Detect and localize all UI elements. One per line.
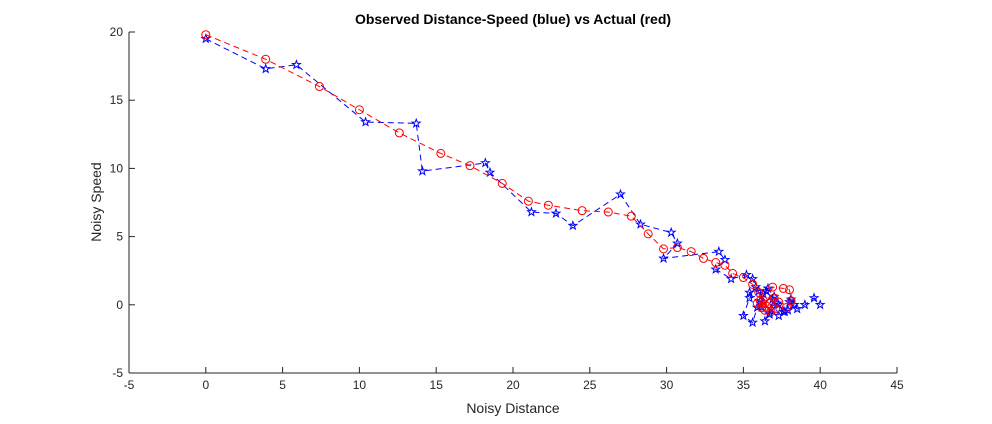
series-2-point: [672, 243, 682, 253]
series-2-point: [784, 285, 794, 295]
x-tick-label: 25: [583, 378, 597, 392]
series-2-point: [465, 161, 475, 171]
x-tick-label: 35: [737, 378, 751, 392]
series-1-point: [550, 207, 562, 219]
series-1-point: [671, 237, 683, 249]
series-1-point: [713, 245, 725, 257]
x-tick-label: 45: [890, 378, 904, 392]
series-2-point: [752, 298, 762, 308]
axes: -5 0 5 10 15 20 25 30 35 40 45 -5 0 5 10 15 20: [110, 25, 904, 392]
y-tick-label: 10: [110, 161, 124, 175]
series-1-point: [615, 188, 626, 199]
series-1-point: [808, 292, 820, 303]
series-2-point: [720, 260, 730, 270]
series-1-point: [759, 315, 771, 326]
series-1-point: [484, 166, 496, 178]
series-2-point: [354, 105, 364, 115]
series-1-point: [567, 219, 579, 231]
series-2-line: [205, 34, 792, 313]
series-1-point: [479, 157, 491, 168]
series-1-point: [526, 206, 537, 217]
series-2-point: [778, 283, 788, 293]
series-1-point: [799, 299, 811, 310]
series-1-point: [764, 308, 775, 319]
series-2-point: [201, 30, 211, 40]
x-tick-label: 5: [279, 378, 286, 392]
series-2-point: [523, 196, 533, 206]
series-2-point: [760, 305, 770, 315]
series-2-point: [755, 296, 765, 306]
series-1-point: [747, 316, 759, 328]
x-axis-label: Noisy Distance: [466, 400, 560, 416]
series-2-point: [603, 207, 613, 217]
series-1-point: [260, 63, 272, 74]
x-tick-label: 40: [814, 378, 828, 392]
series-1-point: [416, 165, 428, 176]
series-2-point: [659, 244, 669, 254]
x-tick-label: 15: [430, 378, 444, 392]
series-2-point: [786, 296, 796, 306]
series-1-point: [744, 286, 755, 298]
series-2-point: [769, 293, 779, 303]
series-2-point: [577, 206, 587, 216]
series-2-point: [738, 273, 748, 283]
x-tick-label: 0: [202, 378, 209, 392]
series-2-point: [711, 258, 721, 268]
series-1-point: [779, 305, 791, 317]
series-2-point: [314, 82, 324, 92]
y-tick-label: 20: [110, 25, 124, 39]
series-2-point: [497, 178, 507, 188]
series-2-point: [436, 148, 446, 158]
series-2: [201, 30, 796, 317]
series-1-point: [291, 59, 302, 70]
x-tick-label: -5: [124, 378, 135, 392]
series-2-point: [765, 298, 775, 308]
series-group: [200, 30, 826, 328]
x-tick-label: 20: [506, 378, 520, 392]
series-2-point: [698, 253, 708, 263]
series-1-point: [658, 252, 669, 264]
y-axis-label: Noisy Speed: [88, 162, 104, 241]
series-2-point: [728, 268, 738, 278]
series-2-point: [394, 128, 404, 138]
series-2-point: [543, 200, 553, 210]
x-tick-label: 30: [660, 378, 674, 392]
series-1-point: [710, 263, 722, 274]
series-1-point: [737, 310, 749, 321]
series-2-point: [686, 247, 696, 257]
series-2-point: [261, 54, 271, 64]
series-2-point: [626, 211, 636, 221]
series-1-point: [762, 282, 774, 294]
series-1-point: [410, 117, 422, 129]
y-tick-label: 0: [116, 298, 123, 312]
chart-title: Observed Distance-Speed (blue) vs Actual…: [355, 11, 671, 27]
series-2-point: [748, 279, 758, 289]
series-2-point: [761, 301, 771, 311]
series-2-point: [768, 282, 778, 292]
series-1-point: [360, 116, 371, 127]
series-1-point: [665, 226, 677, 238]
x-tick-label: 10: [353, 378, 367, 392]
series-1-point: [791, 303, 803, 314]
y-tick-label: 5: [116, 230, 123, 244]
y-tick-label: -5: [112, 366, 123, 380]
series-1-point: [773, 310, 785, 321]
y-tick-label: 15: [110, 93, 124, 107]
series-1-point: [814, 299, 826, 310]
series-2-point: [758, 296, 768, 306]
series-2-point: [781, 303, 791, 313]
series-2-point: [643, 229, 653, 239]
